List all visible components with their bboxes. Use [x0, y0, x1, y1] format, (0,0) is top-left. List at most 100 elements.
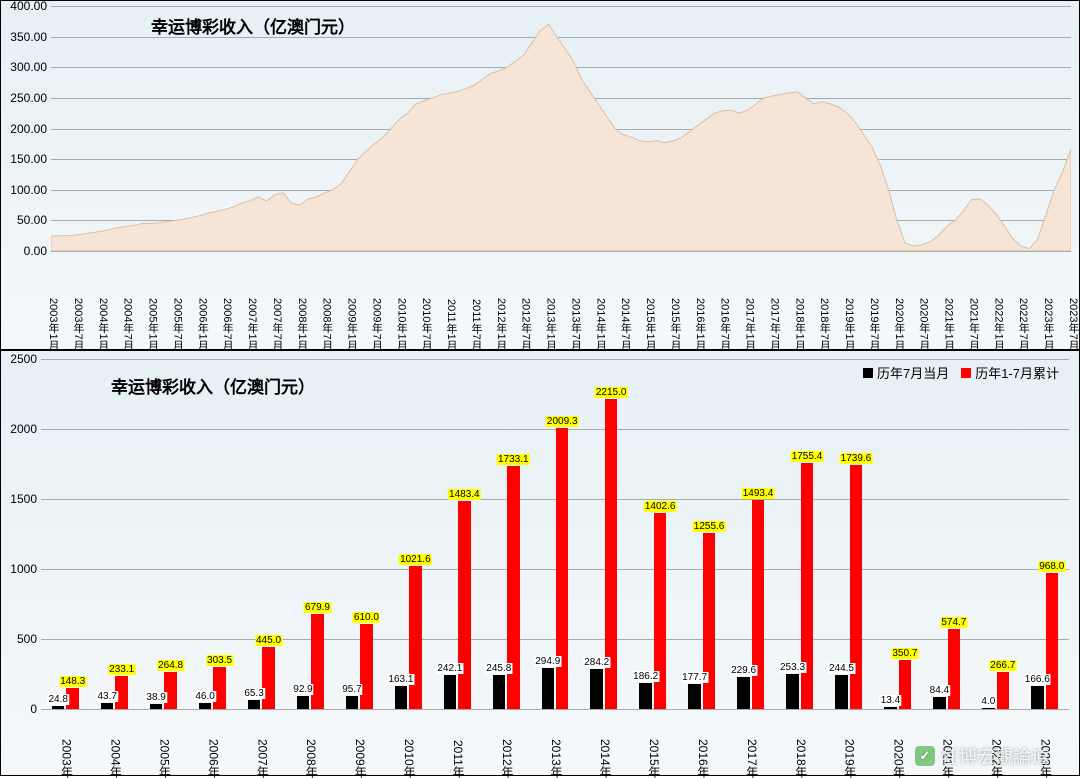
- bar-monthly: [786, 674, 798, 709]
- bottom-chart-panel: 0500100015002000250024.8148.343.7233.138…: [0, 350, 1080, 776]
- bar-chart-legend: 历年7月当月 历年1-7月累计: [863, 363, 1059, 382]
- x-tick-label: 2020年: [891, 713, 908, 778]
- bar-monthly: [542, 668, 554, 709]
- bar-value-label-hl: 233.1: [108, 664, 135, 675]
- x-tick-label: 2018年7月: [816, 251, 832, 351]
- bar-value-label: 284.2: [583, 657, 610, 668]
- x-tick-label: 2014年: [597, 713, 614, 778]
- bar-cumulative: [1046, 573, 1058, 709]
- x-tick-label: 2003年1月: [45, 251, 61, 351]
- x-tick-label: 2007年7月: [269, 251, 285, 351]
- x-tick-label: 2023年1月: [1040, 251, 1056, 351]
- bar-chart-xaxis: 2003年2004年2005年2006年2007年2008年2009年2010年…: [41, 711, 1069, 776]
- bar-value-label-hl: 1755.4: [791, 451, 824, 462]
- x-tick-label: 2017年7月: [766, 251, 782, 351]
- bar-cumulative: [948, 629, 960, 709]
- bar-monthly: [199, 703, 211, 709]
- bar-monthly: [395, 686, 407, 709]
- x-tick-label: 2005年: [156, 713, 173, 778]
- bar-value-label-hl: 1021.6: [399, 554, 432, 565]
- x-tick-label: 2020年1月: [891, 251, 907, 351]
- bar-value-label: 43.7: [96, 691, 117, 702]
- bar-value-label-hl: 1493.4: [742, 488, 775, 499]
- x-tick-label: 2005年1月: [145, 251, 161, 351]
- x-tick-label: 2005年7月: [169, 251, 185, 351]
- x-tick-label: 2022年1月: [990, 251, 1006, 351]
- x-tick-label: 2015年: [646, 713, 663, 778]
- area-chart-title: 幸运博彩收入（亿澳门元）: [151, 13, 355, 38]
- bar-value-label: 244.5: [828, 663, 855, 674]
- x-tick-label: 2010年1月: [393, 251, 409, 351]
- bar-value-label: 4.0: [980, 696, 996, 707]
- legend-label: 历年1-7月累计: [975, 363, 1059, 382]
- bar-monthly: [884, 707, 896, 709]
- x-tick-label: 2013年1月: [543, 251, 559, 351]
- x-tick-label: 2007年: [254, 713, 271, 778]
- legend-swatch: [863, 368, 873, 378]
- bar-chart-plot: 0500100015002000250024.8148.343.7233.138…: [41, 359, 1069, 709]
- x-tick-label: 2017年1月: [742, 251, 758, 351]
- bar-cumulative: [752, 500, 764, 709]
- y-tick-label: 150.00: [3, 152, 47, 166]
- bar-monthly: [590, 669, 602, 709]
- x-tick-label: 2009年1月: [344, 251, 360, 351]
- x-tick-label: 2016年7月: [717, 251, 733, 351]
- x-tick-label: 2004年: [107, 713, 124, 778]
- x-tick-label: 2018年: [793, 713, 810, 778]
- x-tick-label: 2015年1月: [642, 251, 658, 351]
- x-tick-label: 2014年1月: [592, 251, 608, 351]
- x-tick-label: 2013年: [548, 713, 565, 778]
- x-tick-label: 2007年1月: [244, 251, 260, 351]
- x-tick-label: 2016年1月: [692, 251, 708, 351]
- bar-value-label: 95.7: [341, 684, 362, 695]
- bar-value-label-hl: 574.7: [940, 617, 967, 628]
- area-chart-plot: 0.0050.00100.00150.00200.00250.00300.003…: [51, 6, 1071, 251]
- bar-value-label: 13.4: [880, 695, 901, 706]
- x-tick-label: 2008年7月: [319, 251, 335, 351]
- x-tick-label: 2014年7月: [617, 251, 633, 351]
- bar-value-label: 229.6: [730, 665, 757, 676]
- bar-cumulative: [213, 667, 225, 709]
- bar-cumulative: [360, 624, 372, 709]
- x-tick-label: 2008年1月: [294, 251, 310, 351]
- bar-monthly: [639, 683, 651, 709]
- bar-monthly: [933, 697, 945, 709]
- x-tick-label: 2008年: [303, 713, 320, 778]
- x-tick-label: 2021年1月: [941, 251, 957, 351]
- bar-value-label: 163.1: [387, 674, 414, 685]
- x-tick-label: 2011年: [450, 713, 467, 778]
- x-tick-label: 2021年7月: [965, 251, 981, 351]
- y-tick-label: 50.00: [3, 213, 47, 227]
- bar-monthly: [444, 675, 456, 709]
- y-tick-label: 300.00: [3, 60, 47, 74]
- bar-value-label-hl: 2215.0: [595, 387, 628, 398]
- bar-value-label-hl: 303.5: [206, 655, 233, 666]
- top-chart-panel: 0.0050.00100.00150.00200.00250.00300.003…: [0, 0, 1080, 350]
- y-tick-label: 0: [3, 702, 37, 716]
- bar-value-label: 38.9: [145, 692, 166, 703]
- x-tick-label: 2006年7月: [219, 251, 235, 351]
- x-tick-label: 2011年7月: [468, 251, 484, 351]
- bar-monthly: [248, 700, 260, 709]
- bar-monthly: [101, 703, 113, 709]
- x-tick-label: 2019年1月: [841, 251, 857, 351]
- legend-label: 历年7月当月: [877, 363, 949, 382]
- x-tick-label: 2016年: [695, 713, 712, 778]
- bar-value-label: 253.3: [779, 662, 806, 673]
- legend-item: 历年7月当月: [863, 363, 949, 382]
- x-tick-label: 2021年: [940, 713, 957, 778]
- bar-monthly: [150, 704, 162, 709]
- x-tick-label: 2010年7月: [418, 251, 434, 351]
- x-tick-label: 2022年: [989, 713, 1006, 778]
- area-chart-xaxis: 2003年1月2003年7月2004年1月2004年7月2005年1月2005年…: [51, 251, 1071, 351]
- bar-monthly: [982, 708, 994, 709]
- x-tick-label: 2012年: [499, 713, 516, 778]
- bar-cumulative: [556, 428, 568, 709]
- x-tick-label: 2018年1月: [791, 251, 807, 351]
- bar-value-label-hl: 2009.3: [546, 416, 579, 427]
- x-tick-label: 2012年1月: [493, 251, 509, 351]
- x-tick-label: 2012年7月: [518, 251, 534, 351]
- bar-value-label-hl: 1739.6: [840, 453, 873, 464]
- bar-monthly: [297, 696, 309, 709]
- x-tick-label: 2019年7月: [866, 251, 882, 351]
